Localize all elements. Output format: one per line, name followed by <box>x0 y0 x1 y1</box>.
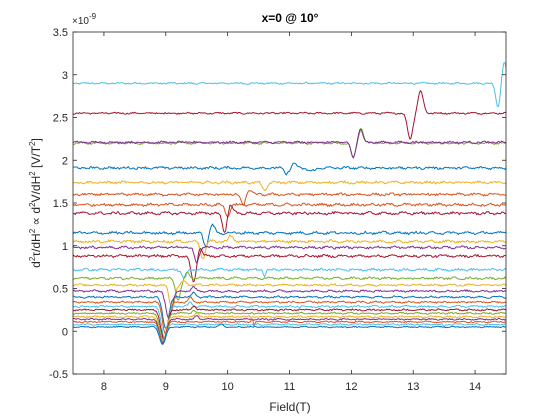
y-tick-label: 1 <box>62 241 68 253</box>
x-tick-label: 13 <box>407 381 419 393</box>
series-line-c18 <box>72 291 507 329</box>
series-line-c6 <box>73 180 507 191</box>
tick-layer: 8 9 10 11 12 13 14 -0.5 0 0.5 1 1.5 2 2.5 3 3.5 <box>49 27 506 393</box>
x-tick-label: 9 <box>163 381 169 393</box>
y-tick-label: 0 <box>62 326 68 338</box>
series-line-c14 <box>72 267 507 279</box>
series-line-c19 <box>72 296 507 335</box>
series-line-c21 <box>72 305 507 341</box>
series-line-c12 <box>72 245 507 264</box>
x-tick-label: 11 <box>284 381 295 393</box>
y-tick-label: 3 <box>62 70 68 82</box>
x-tick-label: 10 <box>222 381 234 393</box>
series-line-c20 <box>72 301 506 339</box>
y-exponent-label: ×10-9 <box>72 12 97 27</box>
x-tick-label: 12 <box>345 381 357 393</box>
x-axis-title: Field(T) <box>269 400 310 414</box>
y-tick-label: -0.5 <box>49 369 68 381</box>
x-tick-label: 8 <box>101 381 107 393</box>
series-line-c15 <box>72 271 507 301</box>
series-line-c27 <box>72 323 507 345</box>
x-tick-label: 14 <box>469 381 481 393</box>
series-line-c22 <box>72 309 507 342</box>
series-line-c24 <box>73 315 507 344</box>
y-tick-label: 3.5 <box>53 27 68 39</box>
series-line-c13 <box>72 248 507 283</box>
series-line-c16 <box>72 279 507 311</box>
y-axis-title: d2τ/dH2 ∝ d2V/dH2 [V/T2] <box>28 138 43 268</box>
series-line-c5 <box>72 162 507 176</box>
series-line-c23 <box>72 312 507 343</box>
y-tick-label: 2 <box>62 155 68 167</box>
series-line-c26 <box>73 323 507 345</box>
series-line-c4 <box>72 128 507 159</box>
series-line-c8 <box>72 202 507 218</box>
series-line-c25 <box>72 318 507 345</box>
series-line-c17 <box>72 285 507 319</box>
y-tick-label: 2.5 <box>53 113 68 125</box>
series-line-c1 <box>72 62 507 107</box>
y-exponent-base: ×10 <box>72 16 89 27</box>
series-line-c11 <box>72 234 507 259</box>
chart-title: x=0 @ 10° <box>262 11 319 25</box>
y-tick-label: 0.5 <box>53 284 68 296</box>
series-line-c7 <box>72 190 507 206</box>
y-exponent-power: -9 <box>89 12 97 21</box>
y-tick-label: 1.5 <box>53 198 68 210</box>
series-layer <box>72 62 507 345</box>
series-line-c10 <box>72 223 507 249</box>
series-line-c2 <box>72 90 507 140</box>
series-line-c9 <box>72 204 507 233</box>
